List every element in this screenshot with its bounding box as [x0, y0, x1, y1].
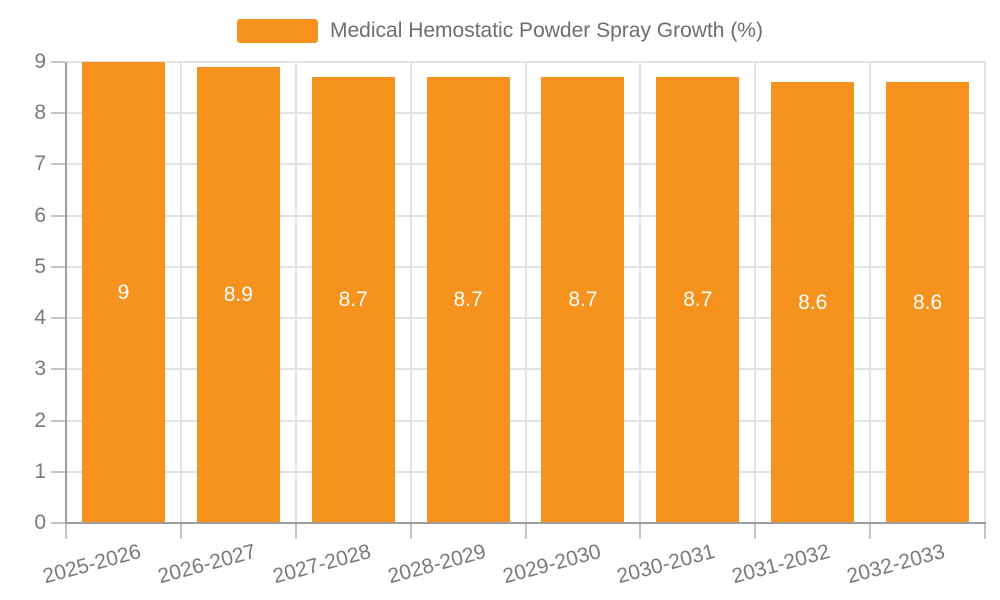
x-axis-label: 2032-2033	[844, 540, 948, 589]
x-axis-label: 2031-2032	[729, 540, 833, 589]
y-axis-tick	[51, 522, 65, 524]
bar-2028-2029: 8.7	[426, 77, 510, 523]
x-axis-tick	[754, 524, 757, 539]
chart-legend-item[interactable]: Medical Hemostatic Powder Spray Growth (…	[0, 19, 1000, 43]
x-axis-tick	[639, 524, 642, 539]
y-axis-label: 8	[34, 101, 46, 125]
bar-2031-2032: 8.6	[771, 82, 855, 523]
x-axis-tick	[984, 524, 986, 539]
bar-value-label: 8.7	[683, 288, 713, 312]
x-axis-tick	[179, 524, 182, 539]
x-axis-label: 2029-2030	[499, 540, 603, 589]
y-axis-tick	[51, 265, 65, 268]
y-axis-tick	[51, 61, 65, 63]
x-axis-tick	[524, 524, 527, 539]
v-gridline	[524, 62, 527, 523]
v-gridline	[179, 62, 182, 523]
bar-2027-2028: 8.7	[311, 77, 395, 523]
y-axis-label: 0	[34, 511, 46, 534]
v-gridline	[984, 62, 986, 523]
bar-value-label: 8.9	[223, 283, 253, 307]
y-axis-label: 2	[34, 408, 46, 432]
bar-2025-2026: 9	[81, 62, 165, 523]
bar-2026-2027: 8.9	[196, 67, 280, 523]
legend-swatch	[237, 19, 318, 43]
v-gridline	[409, 62, 412, 523]
x-axis-label: 2030-2031	[614, 540, 718, 589]
bar-value-label: 8.7	[338, 288, 368, 312]
x-axis-tick	[409, 524, 412, 539]
y-axis-tick	[51, 317, 65, 320]
v-gridline	[754, 62, 757, 523]
bar-2029-2030: 8.7	[541, 77, 625, 523]
y-axis-label: 4	[34, 306, 46, 330]
v-gridline	[639, 62, 642, 523]
y-axis-tick	[51, 368, 65, 371]
bar-2030-2031: 8.7	[656, 77, 740, 523]
y-axis-label: 6	[34, 203, 46, 227]
y-axis-line	[65, 62, 67, 525]
x-axis-label: 2026-2027	[155, 540, 259, 589]
y-axis-tick	[51, 112, 65, 115]
x-axis-tick	[294, 524, 297, 539]
bar-value-label: 8.7	[453, 288, 483, 312]
v-gridline	[869, 62, 872, 523]
y-axis-label: 9	[34, 50, 46, 73]
y-axis-label: 1	[34, 459, 46, 483]
y-axis-label: 3	[34, 357, 46, 381]
x-axis-label: 2028-2029	[385, 540, 489, 589]
bar-value-label: 8.6	[912, 290, 943, 314]
y-axis-label: 7	[34, 152, 46, 176]
bar-value-label: 8.7	[568, 288, 598, 312]
bar-value-label: 8.6	[798, 290, 828, 314]
y-axis-tick	[51, 470, 65, 473]
legend-label: Medical Hemostatic Powder Spray Growth (…	[330, 19, 763, 42]
x-axis-tick	[869, 524, 872, 539]
y-axis-tick	[51, 214, 65, 217]
x-axis-line	[65, 522, 986, 524]
y-axis-tick	[51, 163, 65, 166]
y-axis-label: 5	[34, 254, 46, 278]
v-gridline	[294, 62, 297, 523]
x-axis-label: 2027-2028	[270, 540, 374, 589]
x-axis-tick	[65, 524, 67, 539]
bar-2032-2033: 8.6	[886, 82, 970, 523]
bar-value-label: 9	[117, 280, 130, 304]
x-axis-label: 2025-2026	[40, 540, 144, 589]
y-axis-tick	[51, 419, 65, 422]
